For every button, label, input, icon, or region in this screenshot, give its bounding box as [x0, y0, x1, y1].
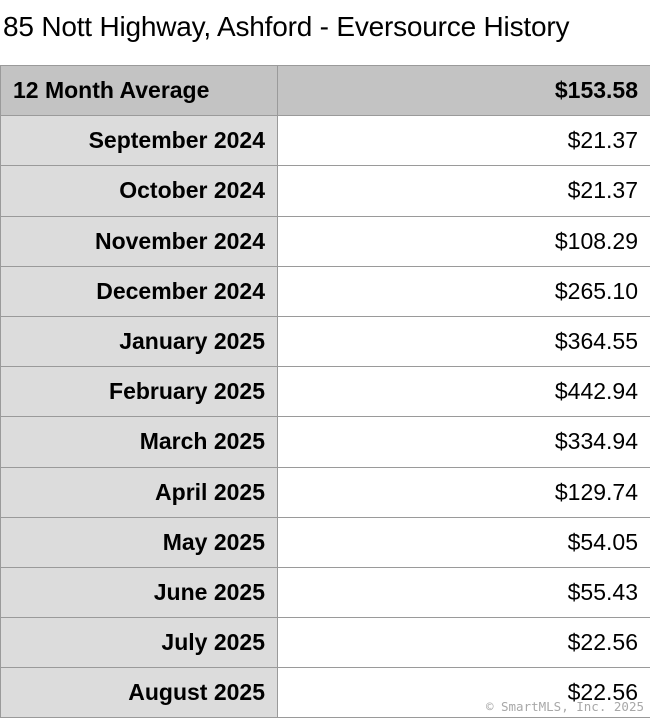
month-cell: September 2024	[0, 115, 278, 167]
watermark: © SmartMLS, Inc. 2025	[485, 699, 644, 714]
month-cell: November 2024	[0, 215, 278, 267]
month-cell: April 2025	[0, 466, 278, 518]
amount-cell: $265.10	[277, 265, 650, 317]
summary-row: 12 Month Average $153.58	[0, 64, 650, 117]
month-cell: February 2025	[0, 366, 278, 418]
amount-cell: $54.05	[277, 516, 650, 568]
month-cell: October 2024	[0, 165, 278, 217]
table-row: July 2025 $22.56	[0, 617, 650, 669]
table-row: April 2025 $129.74	[0, 466, 650, 518]
month-cell: March 2025	[0, 416, 278, 468]
month-cell: January 2025	[0, 315, 278, 368]
month-cell: December 2024	[0, 265, 278, 317]
summary-label: 12 Month Average	[0, 64, 278, 117]
table-row: November 2024 $108.29	[0, 215, 650, 267]
amount-cell: $442.94	[277, 366, 650, 418]
table-row: October 2024 $21.37	[0, 165, 650, 217]
month-cell: July 2025	[0, 617, 278, 669]
table-row: March 2025 $334.94	[0, 416, 650, 468]
month-cell: August 2025	[0, 667, 278, 719]
table-row: February 2025 $442.94	[0, 366, 650, 418]
table-row: August 2025 $22.56	[0, 667, 650, 719]
page-title: 85 Nott Highway, Ashford - Eversource Hi…	[3, 11, 570, 42]
amount-cell: $22.56	[277, 617, 650, 669]
amount-cell: $21.37	[277, 115, 650, 167]
amount-cell: $55.43	[277, 566, 650, 619]
table-row: June 2025 $55.43	[0, 566, 650, 619]
table-row: January 2025 $364.55	[0, 315, 650, 368]
amount-cell: $108.29	[277, 215, 650, 267]
amount-cell: $22.56	[277, 667, 650, 719]
summary-value: $153.58	[277, 64, 650, 117]
table-row: December 2024 $265.10	[0, 265, 650, 317]
amount-cell: $334.94	[277, 416, 650, 468]
table-row: May 2025 $54.05	[0, 516, 650, 568]
billing-history-table: 12 Month Average $153.58 September 2024 $…	[0, 64, 650, 719]
amount-cell: $129.74	[277, 466, 650, 518]
month-cell: June 2025	[0, 566, 278, 619]
amount-cell: $21.37	[277, 165, 650, 217]
amount-cell: $364.55	[277, 315, 650, 368]
table-row: September 2024 $21.37	[0, 115, 650, 167]
month-cell: May 2025	[0, 516, 278, 568]
